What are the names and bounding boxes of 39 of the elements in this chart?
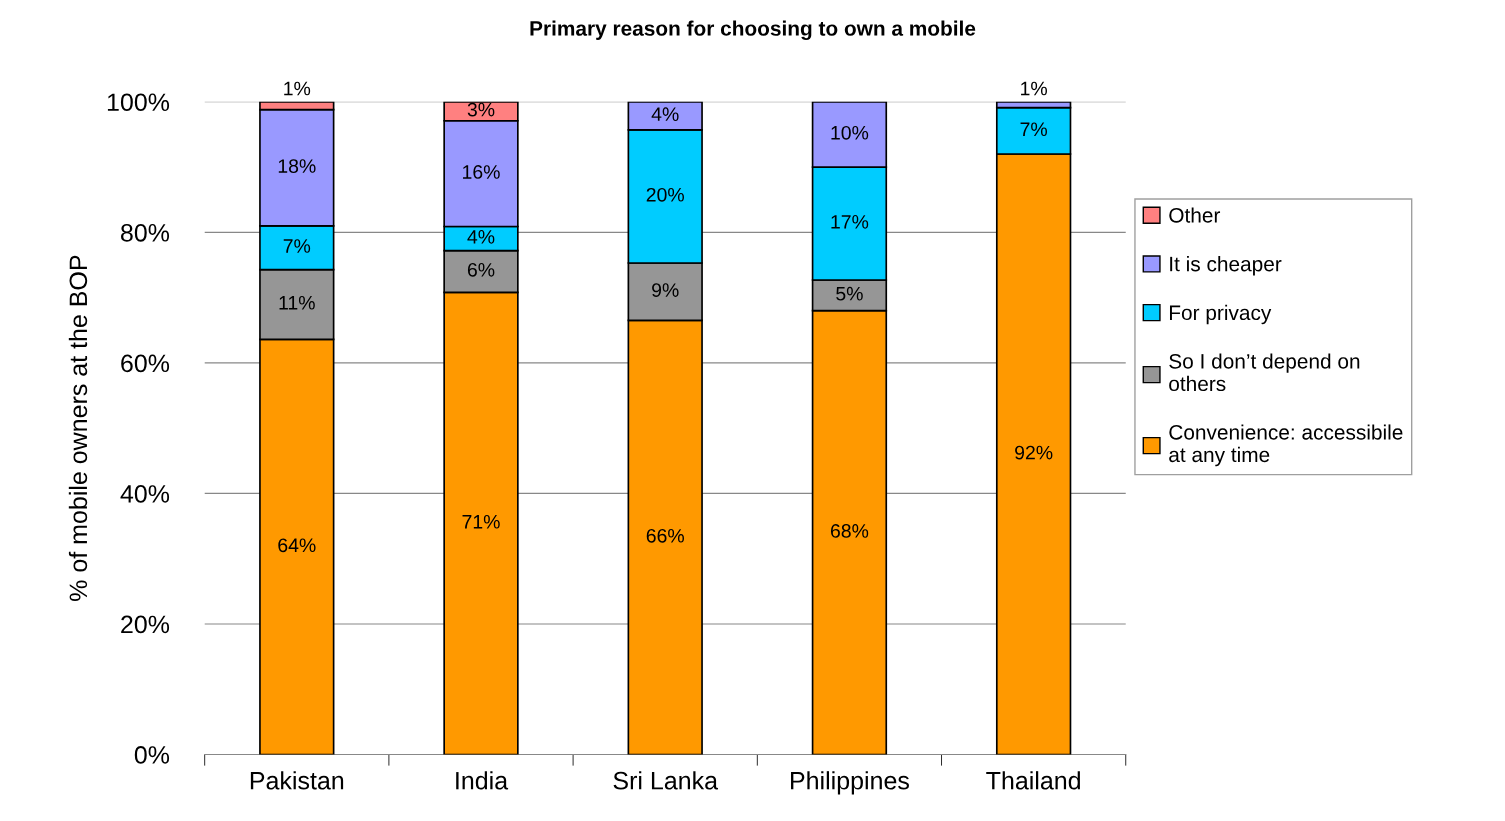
x-tick-label: India <box>456 771 509 790</box>
legend-label: Convenience: accessibile at any time <box>1169 424 1403 467</box>
data-label: 71% <box>462 514 500 529</box>
data-label: 66% <box>646 528 684 543</box>
x-tick-label: Thailand <box>986 771 1080 790</box>
y-tick-label: 100% <box>107 93 170 112</box>
data-label: 18% <box>278 159 316 173</box>
legend-label: For privacy <box>1169 304 1272 325</box>
data-label: 20% <box>646 187 684 202</box>
data-label: 92% <box>1015 445 1053 460</box>
data-label: 17% <box>831 215 869 229</box>
legend-label: It is cheaper <box>1170 256 1282 276</box>
legend-label: Other <box>1169 207 1221 223</box>
data-label: 16% <box>463 165 500 179</box>
chart-title: Primary reason for choosing to own a mobile <box>530 20 976 41</box>
data-label: 11% <box>279 296 315 310</box>
data-label: 1% <box>284 81 311 96</box>
x-tick-label: Pakistan <box>250 771 344 790</box>
data-label: 9% <box>652 283 679 297</box>
data-label: 4% <box>651 107 679 121</box>
y-tick-label: 20% <box>121 615 170 634</box>
data-label: 7% <box>1020 122 1047 136</box>
y-tick-label: 80% <box>121 223 170 242</box>
y-tick-label: 40% <box>120 485 170 503</box>
y-tick-label: 0% <box>134 746 170 764</box>
data-label: 64% <box>278 538 316 553</box>
data-label: 7% <box>283 239 311 253</box>
data-label: 4% <box>467 230 495 244</box>
y-axis-title: % of mobile owners at the BOP <box>68 255 88 601</box>
data-label: 6% <box>467 262 495 277</box>
y-tick-label: 60% <box>121 354 170 373</box>
x-tick-label: Sri Lanka <box>613 771 719 790</box>
x-tick-label: Philippines <box>791 771 909 795</box>
legend-label: So I don’t depend on others <box>1169 353 1360 392</box>
data-label: 68% <box>830 524 869 538</box>
data-label: 10% <box>831 125 869 140</box>
data-label: 5% <box>836 286 863 301</box>
data-label: 1% <box>1021 81 1047 96</box>
data-label: 3% <box>467 102 495 117</box>
